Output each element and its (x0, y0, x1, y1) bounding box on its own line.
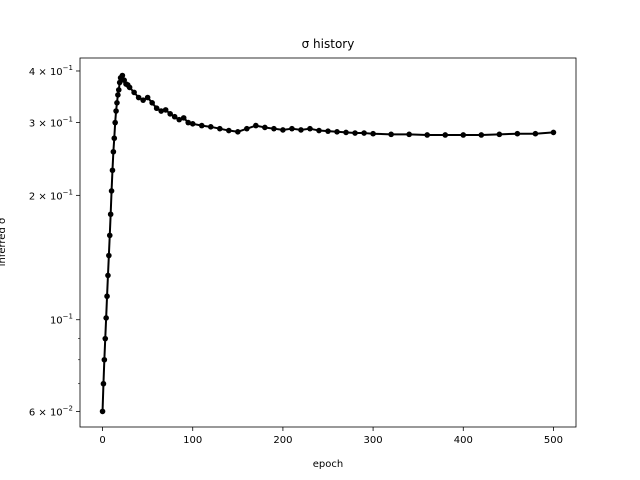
data-point (102, 335, 109, 342)
data-point (158, 108, 164, 114)
data-point (114, 100, 120, 106)
data-point (316, 127, 322, 134)
data-point (532, 130, 539, 137)
data-point (185, 119, 192, 126)
data-point (144, 94, 151, 101)
data-point (262, 124, 268, 131)
x-tick-label: 300 (364, 435, 383, 446)
x-tick-label: 200 (273, 435, 292, 446)
data-point (253, 122, 259, 129)
y-tick-label: 4 × 10−1 (29, 64, 73, 78)
data-point (235, 129, 241, 135)
data-point (442, 132, 449, 138)
data-point (244, 125, 250, 132)
data-point (198, 122, 205, 129)
data-point (104, 293, 110, 300)
data-point (550, 129, 557, 136)
x-tick-label: 500 (544, 435, 563, 446)
y-axis: 6 × 10−2 10−1 2 × 10−1 3 × 10−1 4 × 10−1 (29, 64, 80, 418)
data-point (307, 125, 313, 132)
data-point (116, 79, 123, 86)
data-point (126, 84, 133, 91)
data-point (207, 124, 214, 130)
data-point (167, 111, 173, 117)
data-point (189, 121, 196, 127)
data-point (406, 131, 412, 138)
data-point (162, 107, 169, 113)
data-point (226, 127, 232, 134)
data-point (135, 94, 142, 101)
data-point (514, 130, 521, 137)
data-point (107, 211, 114, 218)
y-tick-label: 6 × 10−2 (29, 404, 73, 418)
data-point (424, 132, 431, 138)
data-point (271, 125, 277, 132)
data-point (496, 131, 503, 138)
data-point (108, 188, 115, 194)
data-point (113, 108, 119, 114)
data-point (153, 105, 160, 112)
data-point (105, 272, 111, 279)
x-axis-label: epoch (313, 459, 343, 470)
data-point (119, 72, 126, 79)
data-point (180, 115, 187, 121)
data-point (298, 127, 304, 133)
data-point (149, 100, 155, 106)
data-point (131, 89, 137, 96)
data-point (115, 92, 121, 98)
data-point (99, 408, 106, 415)
data-point (115, 87, 122, 93)
chart-title: σ history (302, 37, 355, 51)
x-tick-label: 100 (183, 435, 202, 446)
data-point (478, 132, 485, 138)
data-point (325, 128, 331, 134)
data-point (112, 119, 118, 126)
data-point (334, 129, 340, 135)
data-point (370, 130, 376, 137)
data-point (103, 315, 109, 321)
plot-frame (79, 57, 577, 428)
y-tick-label: 10−1 (50, 313, 73, 327)
data-point (176, 116, 182, 123)
data-point (343, 129, 349, 136)
data-point (100, 380, 107, 387)
data-point (111, 135, 118, 142)
data-point (101, 356, 108, 363)
x-tick-label: 0 (99, 435, 105, 446)
data-point (361, 130, 367, 136)
y-tick-label: 3 × 10−1 (29, 116, 73, 130)
data-point (106, 232, 113, 239)
plot-area (99, 72, 557, 415)
data-point (140, 97, 146, 103)
data-point (280, 127, 286, 133)
data-point (171, 113, 178, 120)
x-axis: 0 100 200 300 400 500 (99, 427, 563, 446)
data-point (109, 167, 116, 174)
data-point (388, 131, 394, 138)
data-point (216, 125, 223, 132)
y-axis-label: inferred σ (0, 217, 8, 266)
y-tick-label: 2 × 10−1 (29, 188, 73, 202)
data-point (289, 125, 295, 132)
data-point (110, 148, 117, 155)
data-point (106, 252, 112, 259)
data-point (352, 130, 358, 136)
x-tick-label: 400 (454, 435, 473, 446)
data-point (460, 132, 467, 138)
